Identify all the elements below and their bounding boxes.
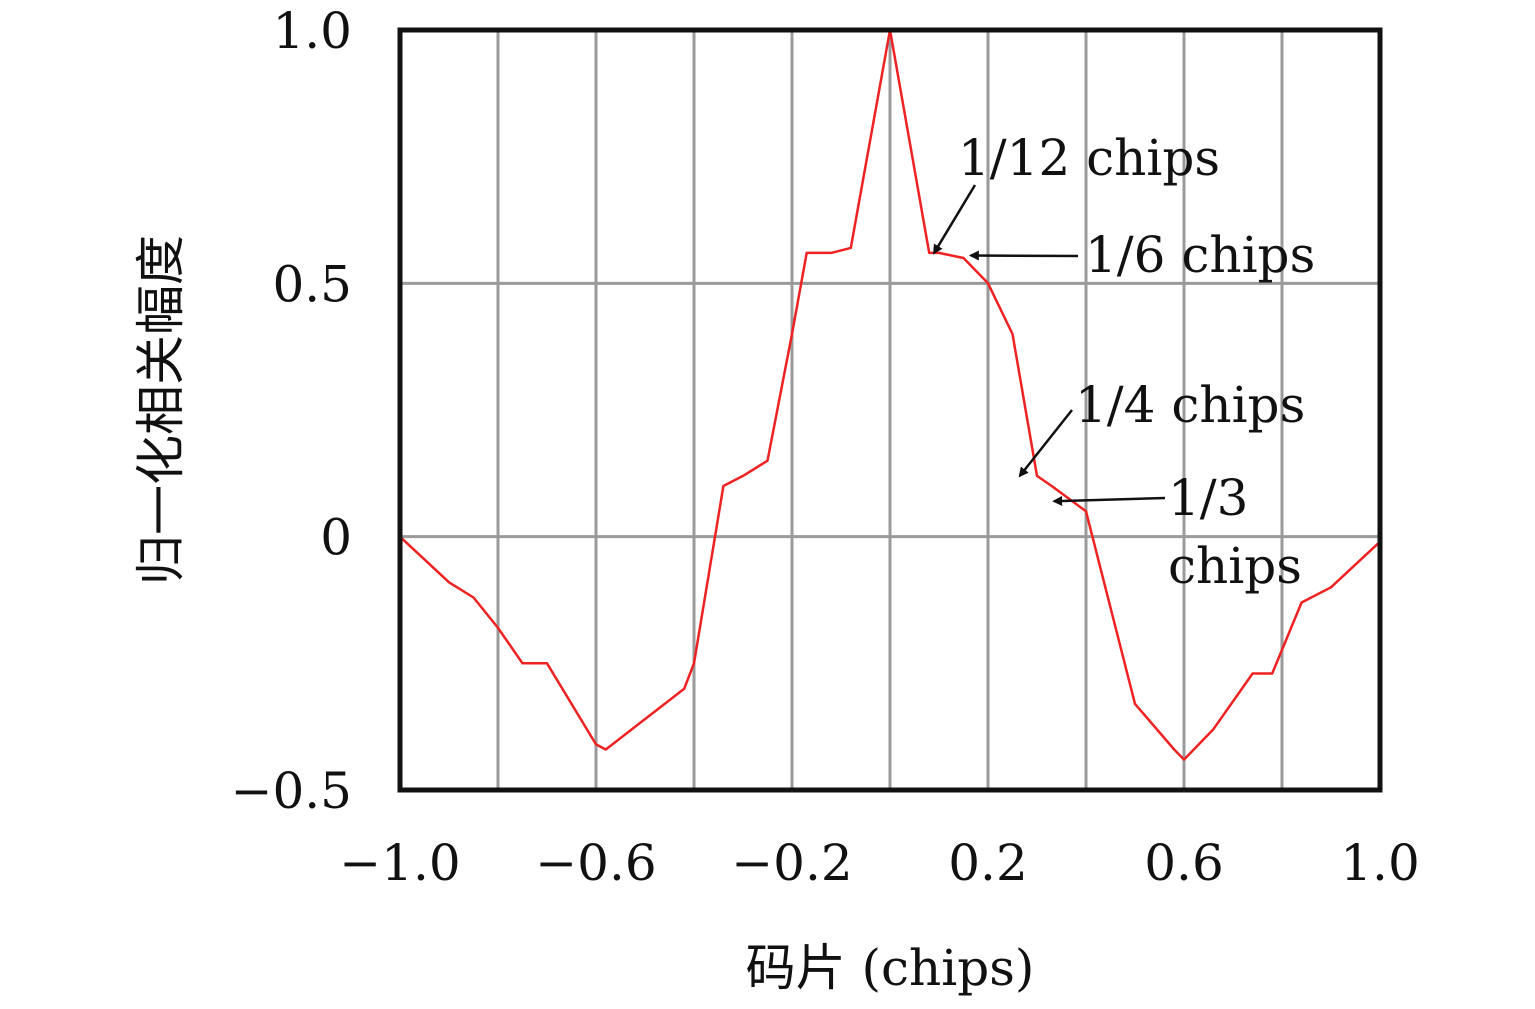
x-tick-label: −1.0: [339, 834, 460, 892]
annotation-arrow: [1018, 409, 1073, 478]
x-tick-label: −0.2: [731, 834, 852, 892]
series-line: [399, 28, 1381, 761]
annotation-label: 1/6 chips: [1085, 226, 1315, 284]
y-tick-label: 0.5: [272, 255, 352, 313]
annotation-arrow: [968, 250, 1079, 261]
annotation-label: 1/12 chips: [958, 129, 1220, 187]
annotation-label: 1/4 chips: [1075, 376, 1305, 434]
y-axis-label: 归一化相关幅度: [132, 235, 190, 585]
annotation-arrow: [1052, 495, 1166, 506]
x-tick-label: 1.0: [1340, 834, 1420, 892]
x-tick-labels: −1.0 −0.6 −0.2 0.2 0.6 1.0: [339, 834, 1419, 892]
annotation-arrow: [933, 184, 977, 255]
x-tick-label: 0.6: [1144, 834, 1224, 892]
annotation-label: 1/3: [1168, 469, 1248, 527]
y-tick-labels: 1.0 0.5 0 −0.5: [231, 2, 352, 820]
x-axis-label: 码片 (chips): [746, 939, 1035, 997]
y-tick-label: 0: [320, 509, 352, 567]
x-tick-label: 0.2: [948, 834, 1028, 892]
annotation-label-line2: chips: [1168, 537, 1302, 595]
x-tick-label: −0.6: [535, 834, 656, 892]
annotations: 1/12 chips 1/6 chips 1/4 chips 1/3 chips: [933, 129, 1315, 595]
plot-frame: [397, 27, 1383, 793]
y-tick-label: −0.5: [231, 762, 352, 820]
y-tick-label: 1.0: [272, 2, 352, 60]
